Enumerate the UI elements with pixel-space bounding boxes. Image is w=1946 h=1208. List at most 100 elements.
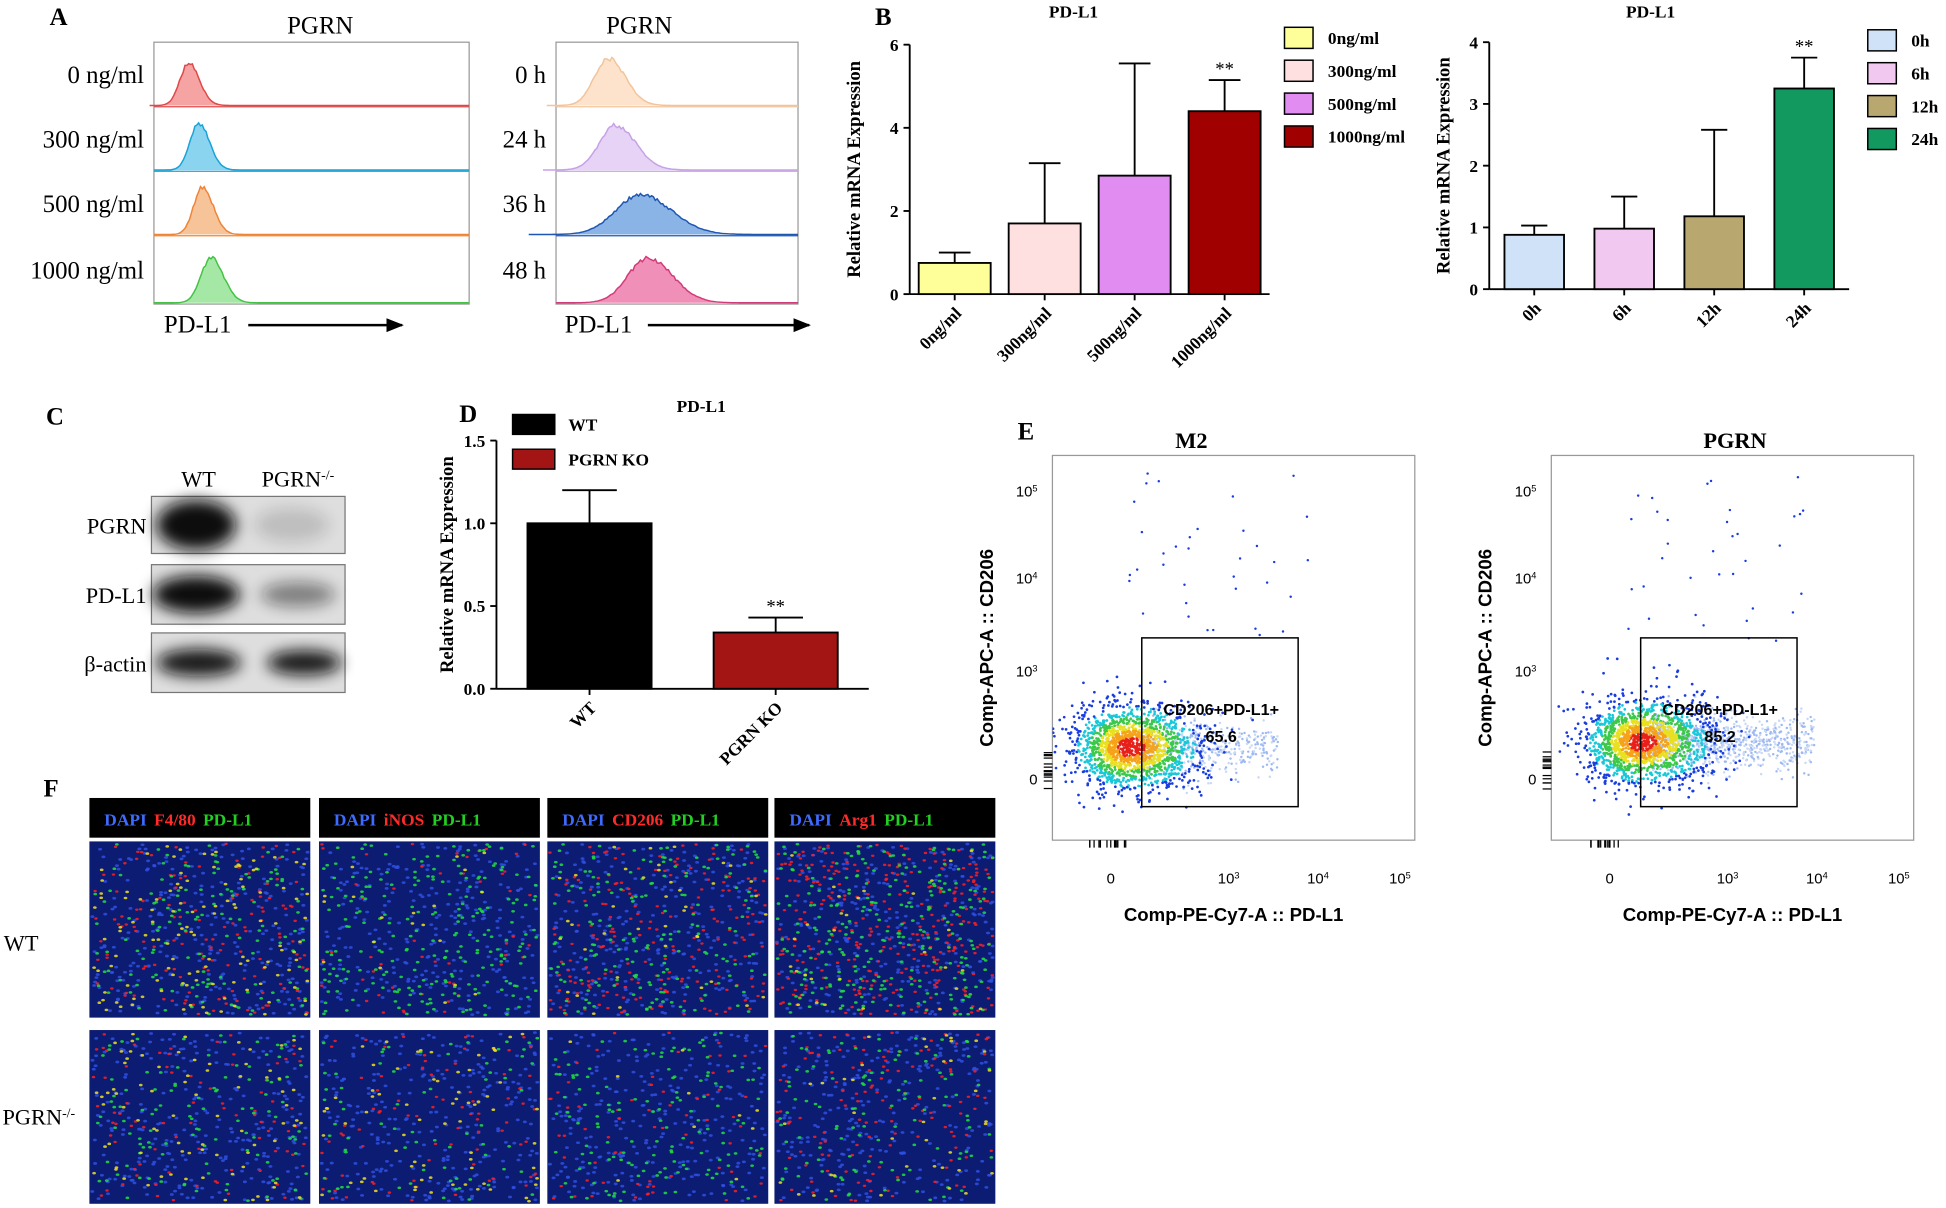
flow-dot [1632, 720, 1636, 724]
flow-dot [1087, 727, 1091, 730]
flow-dot [1254, 627, 1257, 630]
flow-dot [1087, 717, 1090, 721]
flow-dot [1156, 785, 1160, 789]
flow-title: PGRN [1703, 428, 1766, 453]
flow-dot [1806, 717, 1809, 721]
flow-dot [1683, 694, 1687, 697]
flow-dot [1743, 763, 1747, 766]
flow-dot [1258, 747, 1262, 750]
flow-dot [1658, 781, 1661, 785]
flow-dot [1702, 751, 1705, 754]
flow-dot [1745, 739, 1748, 742]
flow-dot [1671, 729, 1675, 733]
flow-dot [1158, 701, 1162, 705]
flow-dot [1631, 751, 1635, 754]
flow-dot [1656, 759, 1660, 763]
flow-dot [1687, 757, 1691, 760]
flow-dot [1740, 729, 1743, 733]
flow-dot [1591, 749, 1595, 753]
flow-dot [1211, 731, 1215, 734]
flow-dot [1706, 748, 1710, 751]
flow-dot [1119, 780, 1123, 784]
flow-dot [1674, 761, 1677, 764]
flow-dot [1157, 740, 1160, 744]
flow-dot [1256, 741, 1259, 744]
flow-dot [1125, 718, 1129, 722]
flow-dot [1168, 782, 1172, 786]
flow-dot [1252, 730, 1256, 733]
flow-dot [1203, 724, 1207, 728]
flow-dot [1667, 694, 1670, 698]
flow-dot [1603, 773, 1606, 777]
flow-dot [1590, 776, 1594, 780]
flow-dot [1712, 719, 1716, 722]
flow-dot [1098, 739, 1102, 743]
flow-dot [1204, 727, 1208, 731]
flow-dot [1122, 717, 1126, 721]
flow-dot [1630, 517, 1633, 521]
flow-dot [1688, 786, 1691, 790]
flow-dot [1626, 759, 1630, 763]
flow-dot [1234, 778, 1237, 781]
flow-dot [1064, 727, 1068, 731]
flow-dot [1636, 764, 1640, 767]
flow-dot [1566, 734, 1570, 738]
flow-dot [1147, 783, 1150, 787]
flow-dot [1626, 724, 1629, 727]
flow-dot [1146, 699, 1149, 703]
flow-dot [1129, 756, 1132, 760]
flow-dot [1777, 749, 1780, 752]
flow-dot [1800, 592, 1803, 595]
flow-dot [1155, 737, 1158, 741]
flow-dot [1618, 711, 1622, 715]
flow-dot [1167, 766, 1170, 769]
flow-dot [1158, 753, 1162, 757]
flow-dot [1752, 739, 1756, 742]
panel-label: D [459, 401, 477, 428]
flow-dot [1708, 760, 1711, 763]
flow-dot [1209, 776, 1213, 779]
flow-dot [1122, 776, 1126, 780]
flow-dot [1696, 758, 1699, 762]
flow-dot [1699, 765, 1703, 769]
flow-dot [1117, 765, 1120, 768]
flow-dot [1617, 788, 1621, 792]
flow-dot [1594, 735, 1598, 739]
flow-dot [1700, 755, 1704, 759]
flow-dot [1700, 693, 1704, 697]
flow-dot [1058, 718, 1062, 722]
flow-dot [1143, 721, 1147, 725]
flow-dot [1642, 697, 1646, 700]
flow-dot [1672, 725, 1675, 729]
flow-dot [1208, 736, 1211, 739]
flow-dot [1655, 697, 1659, 700]
flow-dot [1077, 716, 1081, 720]
flow-dot [1735, 724, 1739, 728]
flow-dot [1786, 736, 1789, 740]
flow-dot [1095, 739, 1099, 743]
flow-dot [1270, 741, 1274, 744]
flow-dot [1765, 733, 1768, 737]
legend-swatch [511, 413, 556, 436]
flow-dot [1150, 783, 1154, 787]
flow-dot [1270, 762, 1273, 766]
flow-dot [1146, 472, 1149, 475]
flow-dot [1214, 748, 1217, 751]
x-tick-label: 103 [1218, 871, 1240, 888]
flow-dot [1692, 770, 1696, 773]
flow-dot [1648, 733, 1652, 736]
flow-dot [1781, 717, 1785, 720]
flow-dot [1192, 731, 1195, 735]
flow-dot [1226, 726, 1229, 730]
y-tick-label-sup: 5 [1531, 483, 1536, 493]
flow-dot [1634, 784, 1637, 788]
flow-dot [1178, 728, 1182, 732]
y-tick-label: 104 [1515, 570, 1537, 587]
flow-dot [1125, 753, 1129, 757]
flow-dot [1668, 729, 1672, 733]
flow-dot [1153, 710, 1157, 714]
flow-dot [1780, 777, 1784, 781]
flow-dot [1789, 747, 1792, 750]
flow-dot [1229, 752, 1232, 756]
